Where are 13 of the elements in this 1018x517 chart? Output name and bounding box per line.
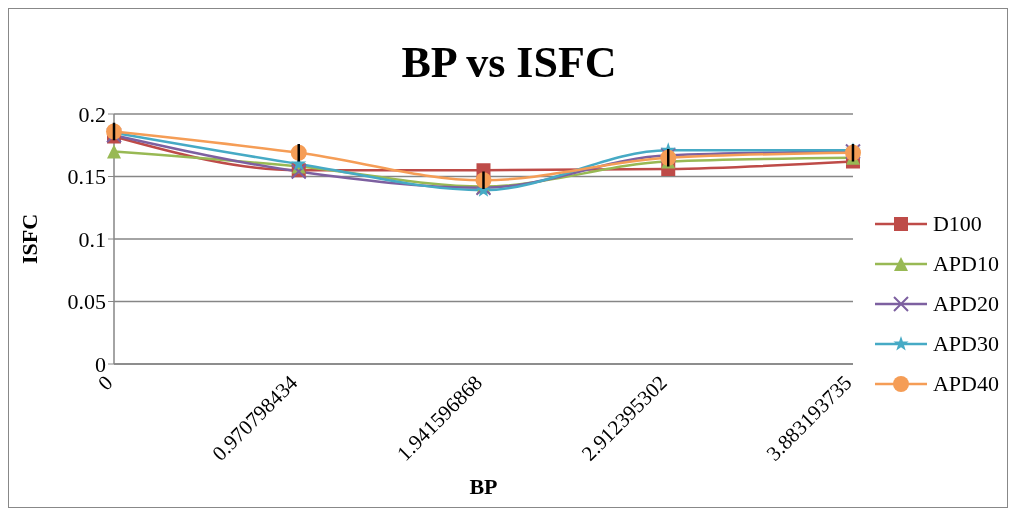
legend-label: APD30 [932, 331, 999, 357]
y-tick-label: 0.1 [78, 226, 106, 252]
y-tick-label: 0.05 [67, 289, 106, 315]
x-axis-title: BP [469, 474, 498, 499]
y-axis-title: ISFC [16, 213, 42, 265]
legend-label: D100 [932, 211, 982, 237]
legend-label: APD10 [932, 251, 999, 277]
y-tick-label: 0.15 [67, 164, 106, 190]
legend-label: APD20 [932, 291, 999, 317]
y-tick-label: 0 [95, 351, 106, 377]
chart-title: BP vs ISFC [400, 37, 618, 88]
y-tick-label: 0.2 [78, 101, 106, 127]
legend-label: APD40 [932, 371, 999, 397]
